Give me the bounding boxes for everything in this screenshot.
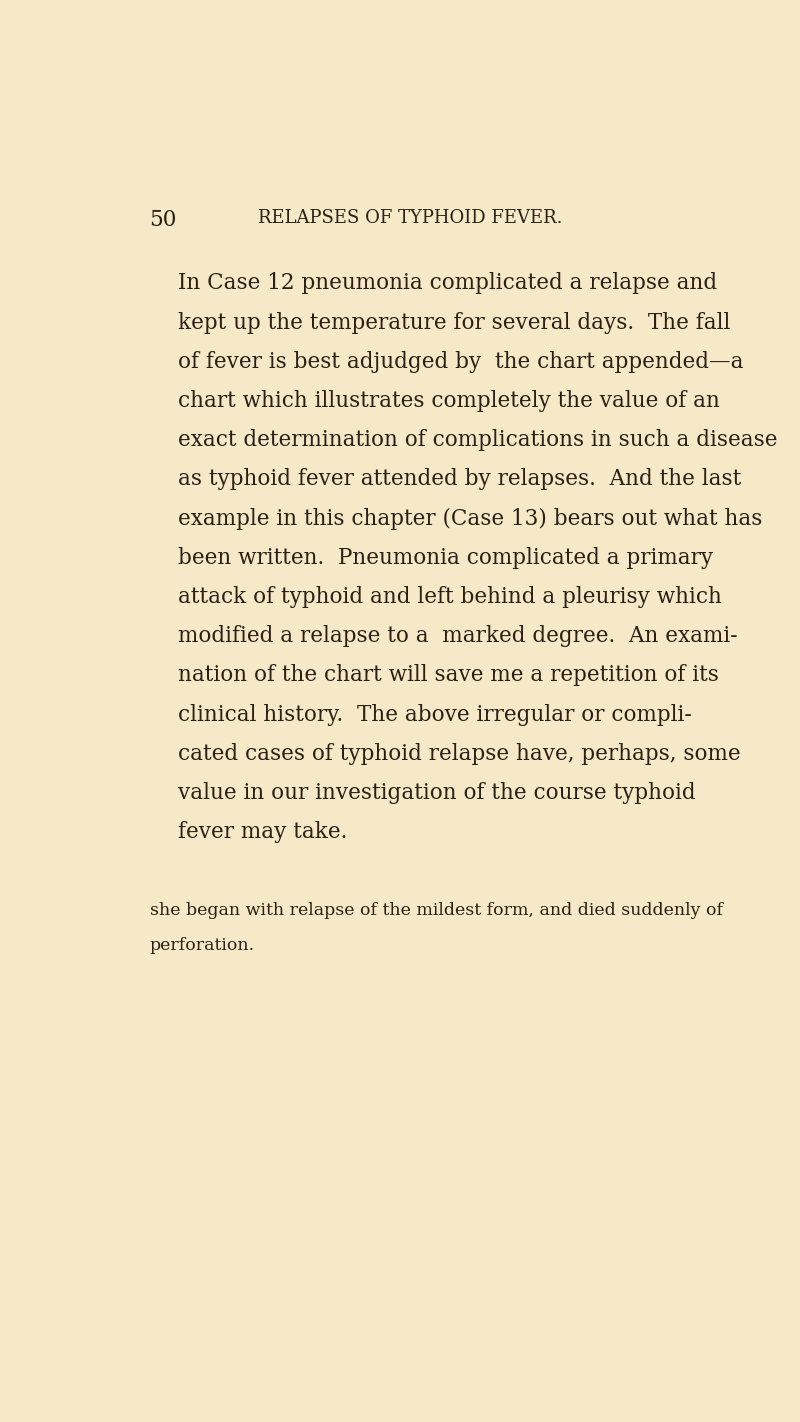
Text: cated cases of typhoid relapse have, perhaps, some: cated cases of typhoid relapse have, per… — [178, 742, 740, 765]
Text: attack of typhoid and left behind a pleurisy which: attack of typhoid and left behind a pleu… — [178, 586, 722, 609]
Text: chart which illustrates completely the value of an: chart which illustrates completely the v… — [178, 390, 719, 412]
Text: In Case 12 pneumonia complicated a relapse and: In Case 12 pneumonia complicated a relap… — [178, 273, 717, 294]
Text: 50: 50 — [150, 209, 177, 230]
Text: of fever is best adjudged by  the chart appended—a: of fever is best adjudged by the chart a… — [178, 351, 743, 373]
Text: value in our investigation of the course typhoid: value in our investigation of the course… — [178, 782, 695, 803]
Text: kept up the temperature for several days.  The fall: kept up the temperature for several days… — [178, 311, 730, 334]
Text: example in this chapter (Case 13) bears out what has: example in this chapter (Case 13) bears … — [178, 508, 762, 530]
Text: RELAPSES OF TYPHOID FEVER.: RELAPSES OF TYPHOID FEVER. — [258, 209, 562, 228]
Text: fever may take.: fever may take. — [178, 822, 347, 843]
Text: clinical history.  The above irregular or compli-: clinical history. The above irregular or… — [178, 704, 691, 725]
Text: perforation.: perforation. — [150, 937, 254, 954]
Text: as typhoid fever attended by relapses.  And the last: as typhoid fever attended by relapses. A… — [178, 468, 741, 491]
Text: been written.  Pneumonia complicated a primary: been written. Pneumonia complicated a pr… — [178, 547, 713, 569]
Text: she began with relapse of the mildest form, and died suddenly of: she began with relapse of the mildest fo… — [150, 902, 722, 919]
Text: modified a relapse to a  marked degree.  An exami-: modified a relapse to a marked degree. A… — [178, 626, 737, 647]
Text: exact determination of complications in such a disease: exact determination of complications in … — [178, 429, 777, 451]
Text: nation of the chart will save me a repetition of its: nation of the chart will save me a repet… — [178, 664, 718, 687]
